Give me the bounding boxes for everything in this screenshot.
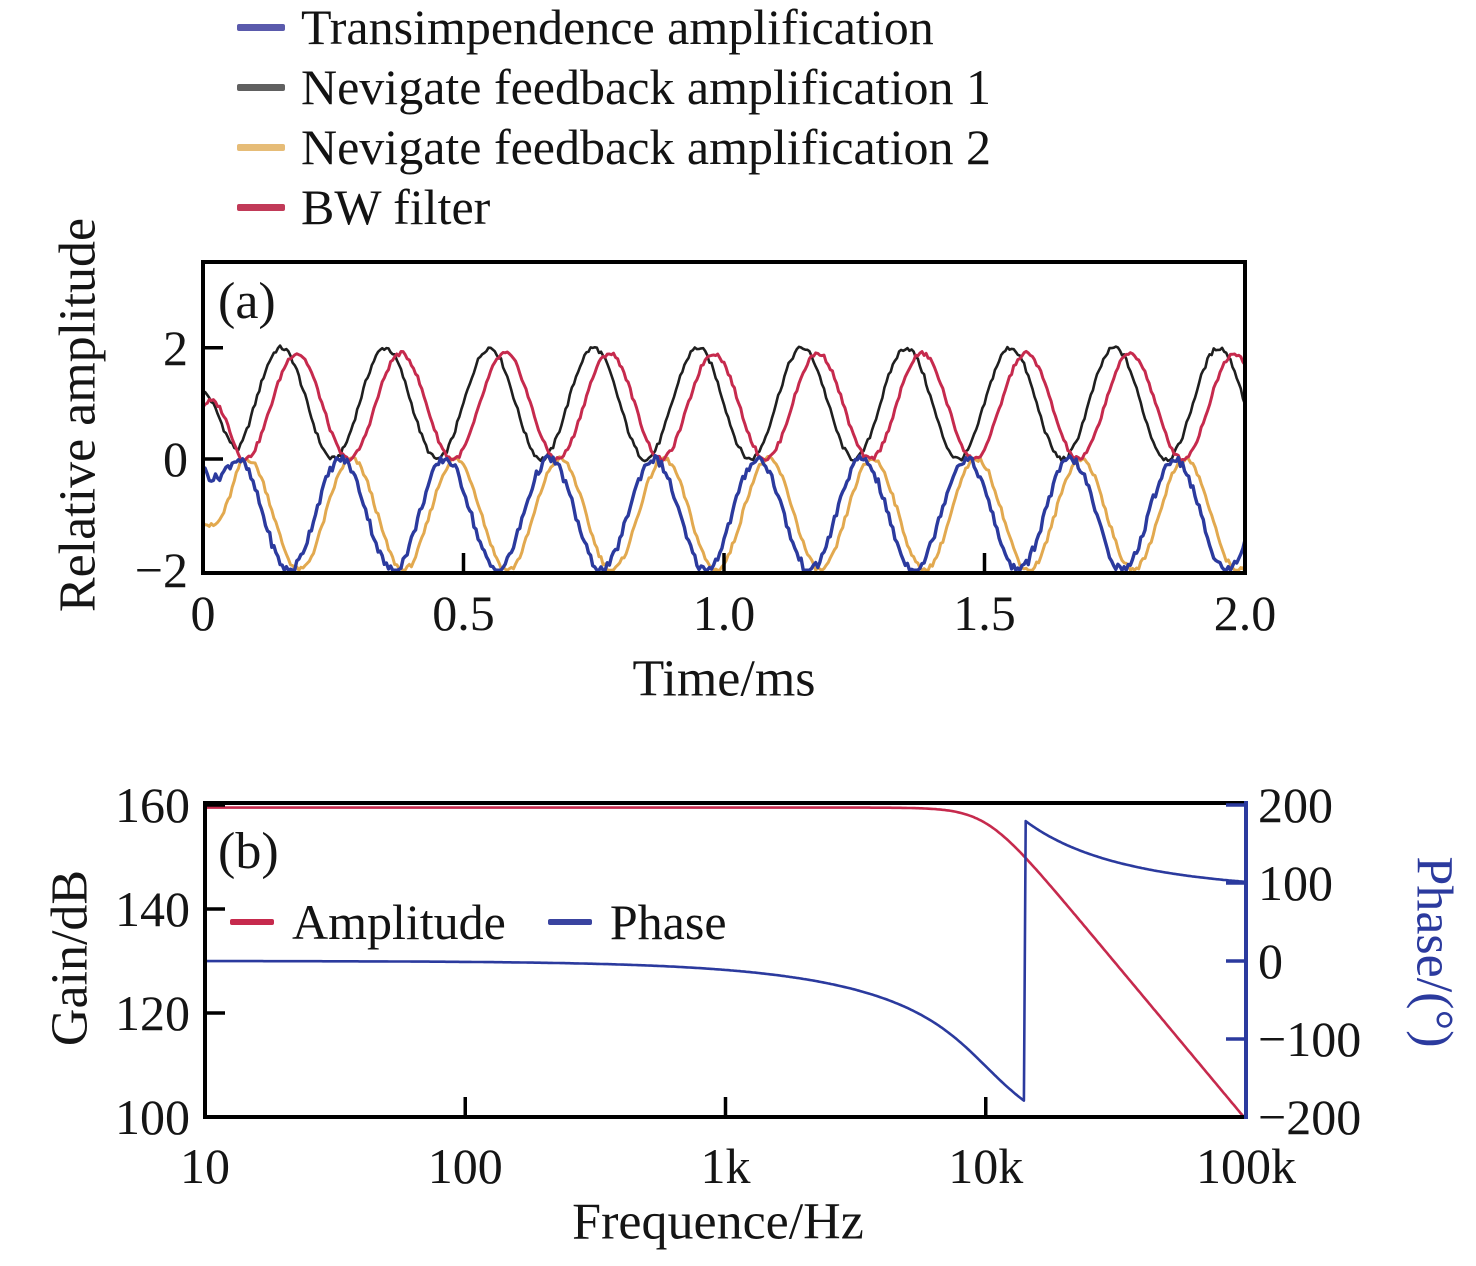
phase-tick-label: 0 xyxy=(1258,933,1283,989)
bode-amplitude-curve xyxy=(207,806,1244,1116)
phase-tick-label: −100 xyxy=(1258,1011,1361,1067)
legend-label: Nevigate feedback amplification 2 xyxy=(301,119,991,175)
panel-b-legend: Amplitude Phase xyxy=(230,897,769,947)
x-tick-label-b: 100 xyxy=(428,1138,503,1194)
panel-a-letter: (a) xyxy=(218,273,276,330)
legend-line-swatch xyxy=(237,83,285,91)
y-tick-label-a: 2 xyxy=(163,320,188,376)
legend-item-transimpedance: Transimpendence amplification xyxy=(237,0,991,57)
phase-tick-label: 200 xyxy=(1258,777,1333,833)
panel-b-right-axis-title: Phase/(°) xyxy=(1405,856,1463,1048)
bode-phase-curve xyxy=(207,819,1244,1102)
x-tick-label-b: 10k xyxy=(948,1138,1023,1194)
legend-item-feedback-2: Nevigate feedback amplification 2 xyxy=(237,117,991,177)
panel-b-plot: 10 100 1k 10k 100k1601401201002001000−100−20… xyxy=(115,777,1361,1194)
panel-a-x-axis-title: Time/ms xyxy=(632,650,816,708)
phase-tick-label: 100 xyxy=(1258,855,1333,911)
legend-label: Amplitude xyxy=(292,894,506,950)
legend-line-swatch xyxy=(237,23,285,31)
legend-line-swatch xyxy=(230,919,274,925)
legend-item-phase: Phase xyxy=(547,894,727,950)
x-tick-label-a: 1.0 xyxy=(693,585,756,641)
panel-a-y-axis-title: Relative amplitude xyxy=(49,217,107,613)
gain-tick-label: 140 xyxy=(115,881,190,937)
gain-tick-label: 120 xyxy=(115,985,190,1041)
y-tick-label-a: 0 xyxy=(163,431,188,487)
legend-label: Transimpendence amplification xyxy=(301,0,934,55)
panel-b-letter: (b) xyxy=(218,823,279,880)
y-tick-label-a: −2 xyxy=(135,542,188,598)
waveform-curve-bw-filter xyxy=(205,349,1243,463)
panel-b-left-axis-title: Gain/dB xyxy=(41,869,99,1047)
legend-line-swatch xyxy=(237,203,285,211)
legend-label: Phase xyxy=(609,894,727,950)
legend-item-bw-filter: BW filter xyxy=(237,177,991,237)
panel-a-plot: 0 0.5 1.0 1.5 2.020−2 xyxy=(135,260,1277,641)
panel-b-x-axis-title: Frequence/Hz xyxy=(572,1193,864,1251)
waveform-curve-transimpendence-amplification xyxy=(205,453,1243,571)
legend-item-feedback-1: Nevigate feedback amplification 1 xyxy=(237,57,991,117)
x-tick-label-b: 10 xyxy=(180,1138,230,1194)
panel-a-axes-box xyxy=(201,260,1247,575)
x-tick-label-a: 1.5 xyxy=(953,585,1016,641)
legend-item-amplitude: Amplitude xyxy=(230,897,506,947)
legend-label: Nevigate feedback amplification 1 xyxy=(301,59,991,115)
panel-b-axes-box xyxy=(203,801,1248,1119)
waveform-curve-nevigate-feedback-amplification-1 xyxy=(205,344,1243,463)
legend-line-swatch xyxy=(547,919,592,925)
legend-label: BW filter xyxy=(301,179,491,235)
phase-tick-label: −200 xyxy=(1258,1089,1361,1145)
x-tick-label-b: 100k xyxy=(1196,1138,1296,1194)
x-tick-label-a: 0.5 xyxy=(432,585,495,641)
panel-a-legend: Transimpendence amplification Nevigate f… xyxy=(237,0,991,237)
gain-tick-label: 160 xyxy=(115,777,190,833)
x-tick-label-a: 2.0 xyxy=(1214,585,1277,641)
x-tick-label-a: 0 xyxy=(191,585,216,641)
gain-tick-label: 100 xyxy=(115,1089,190,1145)
legend-line-swatch xyxy=(237,143,285,151)
x-tick-label-b: 1k xyxy=(701,1138,751,1194)
